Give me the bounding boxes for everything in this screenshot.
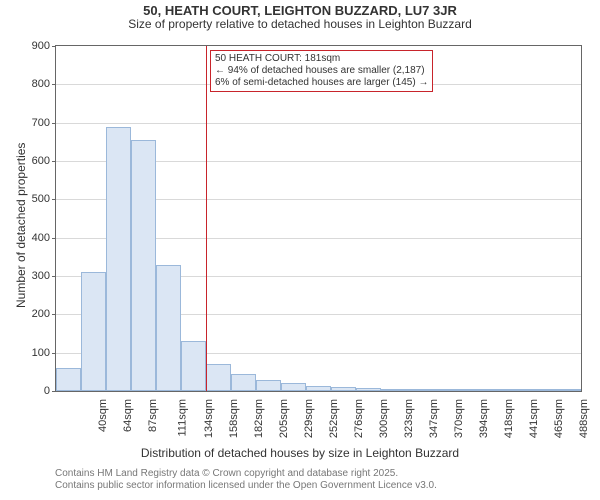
x-tick-label: 323sqm [403, 395, 415, 438]
y-tick-label: 200 [32, 308, 56, 320]
histogram-bar [206, 364, 231, 391]
annotation-line3: 6% of semi-detached houses are larger (1… [215, 77, 428, 89]
x-axis-label: Distribution of detached houses by size … [0, 446, 600, 460]
histogram-bar [156, 265, 181, 392]
x-tick-label: 158sqm [228, 395, 240, 438]
x-tick-label: 465sqm [553, 395, 565, 438]
footer-line1: Contains HM Land Registry data © Crown c… [55, 468, 437, 480]
y-tick-label: 500 [32, 193, 56, 205]
y-tick-label: 400 [32, 232, 56, 244]
x-tick-label: 134sqm [203, 395, 215, 438]
x-tick-label: 252sqm [328, 395, 340, 438]
histogram-bar [356, 388, 381, 391]
histogram-bar [256, 380, 281, 392]
histogram-bar [281, 383, 306, 391]
histogram-bar [531, 389, 556, 391]
x-tick-label: 182sqm [253, 395, 265, 438]
histogram-bar [56, 368, 81, 391]
x-tick-label: 418sqm [503, 395, 515, 438]
footer-line2: Contains public sector information licen… [55, 480, 437, 492]
chart-title: 50, HEATH COURT, LEIGHTON BUZZARD, LU7 3… [0, 0, 600, 18]
gridline [56, 123, 581, 124]
plot-area: 010020030040050060070080090050 HEATH COU… [55, 45, 582, 392]
histogram-bar [106, 127, 131, 392]
histogram-bar [331, 387, 356, 391]
reference-line [206, 46, 207, 391]
footer-credits: Contains HM Land Registry data © Crown c… [55, 468, 437, 492]
y-tick-label: 800 [32, 78, 56, 90]
x-tick-label: 87sqm [147, 395, 159, 432]
x-tick-label: 205sqm [278, 395, 290, 438]
histogram-bar [81, 272, 106, 391]
histogram-bar [431, 389, 456, 391]
x-tick-label: 347sqm [428, 395, 440, 438]
histogram-bar [456, 389, 481, 391]
annotation-line1: 50 HEATH COURT: 181sqm [215, 53, 428, 65]
y-tick-label: 900 [32, 40, 56, 52]
histogram-bar [556, 389, 581, 391]
x-tick-label: 40sqm [97, 395, 109, 432]
histogram-bar [481, 389, 506, 391]
histogram-bar [506, 389, 531, 391]
x-tick-label: 276sqm [353, 395, 365, 438]
x-tick-label: 229sqm [303, 395, 315, 438]
annotation-box: 50 HEATH COURT: 181sqm← 94% of detached … [210, 50, 433, 92]
y-axis-label: Number of detached properties [14, 142, 28, 307]
histogram-bar [306, 386, 331, 391]
x-tick-label: 64sqm [122, 395, 134, 432]
x-tick-label: 394sqm [478, 395, 490, 438]
histogram-bar [381, 389, 406, 391]
chart-subtitle: Size of property relative to detached ho… [0, 18, 600, 31]
y-tick-label: 100 [32, 347, 56, 359]
y-tick-label: 700 [32, 117, 56, 129]
y-tick-label: 600 [32, 155, 56, 167]
x-tick-label: 441sqm [528, 395, 540, 438]
x-tick-label: 370sqm [453, 395, 465, 438]
histogram-bar [131, 140, 156, 391]
x-tick-label: 488sqm [578, 395, 590, 438]
y-tick-label: 0 [44, 385, 56, 397]
x-tick-label: 111sqm [176, 395, 188, 437]
histogram-bar [406, 389, 431, 391]
histogram-bar [181, 341, 206, 391]
y-tick-label: 300 [32, 270, 56, 282]
annotation-line2: ← 94% of detached houses are smaller (2,… [215, 65, 428, 77]
x-tick-label: 300sqm [378, 395, 390, 438]
histogram-bar [231, 374, 256, 391]
